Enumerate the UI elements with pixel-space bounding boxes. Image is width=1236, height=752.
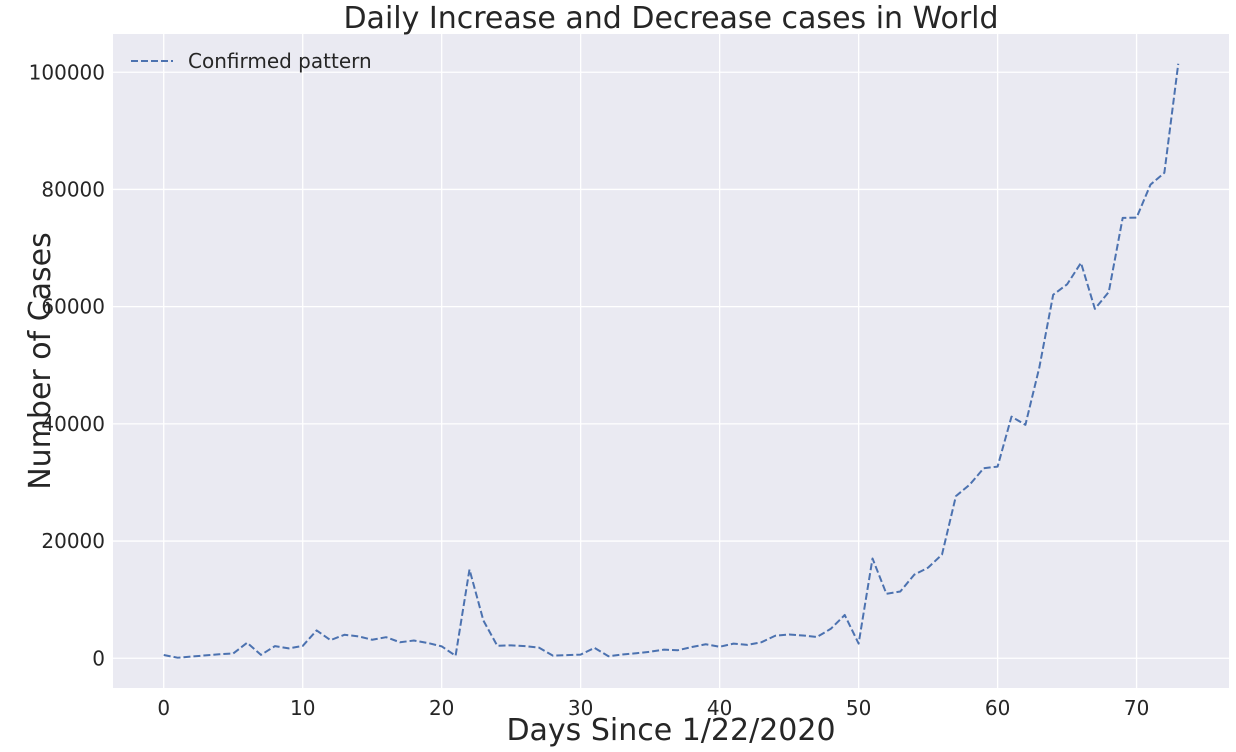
x-tick-label: 20 (429, 696, 454, 720)
x-tick-label: 10 (290, 696, 315, 720)
x-axis-label: Days Since 1/22/2020 (506, 713, 835, 748)
chart-title: Daily Increase and Decrease cases in Wor… (343, 1, 998, 36)
legend: Confirmed pattern (131, 49, 372, 73)
y-tick-label: 20000 (41, 529, 105, 553)
y-tick-label: 0 (92, 646, 105, 670)
tick-labels: 0 10 20 30 40 50 60 70 0 20000 40000 60000 80000 1000… (29, 60, 1150, 720)
plot-background (113, 34, 1229, 688)
series-layer (163, 63, 1180, 659)
x-tick-label: 30 (568, 696, 593, 720)
x-tick-label: 40 (707, 696, 732, 720)
legend-label: Confirmed pattern (188, 49, 372, 73)
x-tick-label: 70 (1124, 696, 1149, 720)
x-tick-label: 50 (846, 696, 871, 720)
y-tick-label: 60000 (41, 295, 105, 319)
x-tick-label: 0 (157, 696, 170, 720)
series-line-confirmed-pattern (163, 63, 1180, 659)
grid-lines (113, 34, 1229, 688)
y-tick-label: 40000 (41, 412, 105, 436)
y-tick-label: 100000 (29, 60, 105, 84)
y-tick-label: 80000 (41, 177, 105, 201)
x-tick-label: 60 (985, 696, 1010, 720)
y-axis-label: Number of Cases (23, 232, 58, 490)
